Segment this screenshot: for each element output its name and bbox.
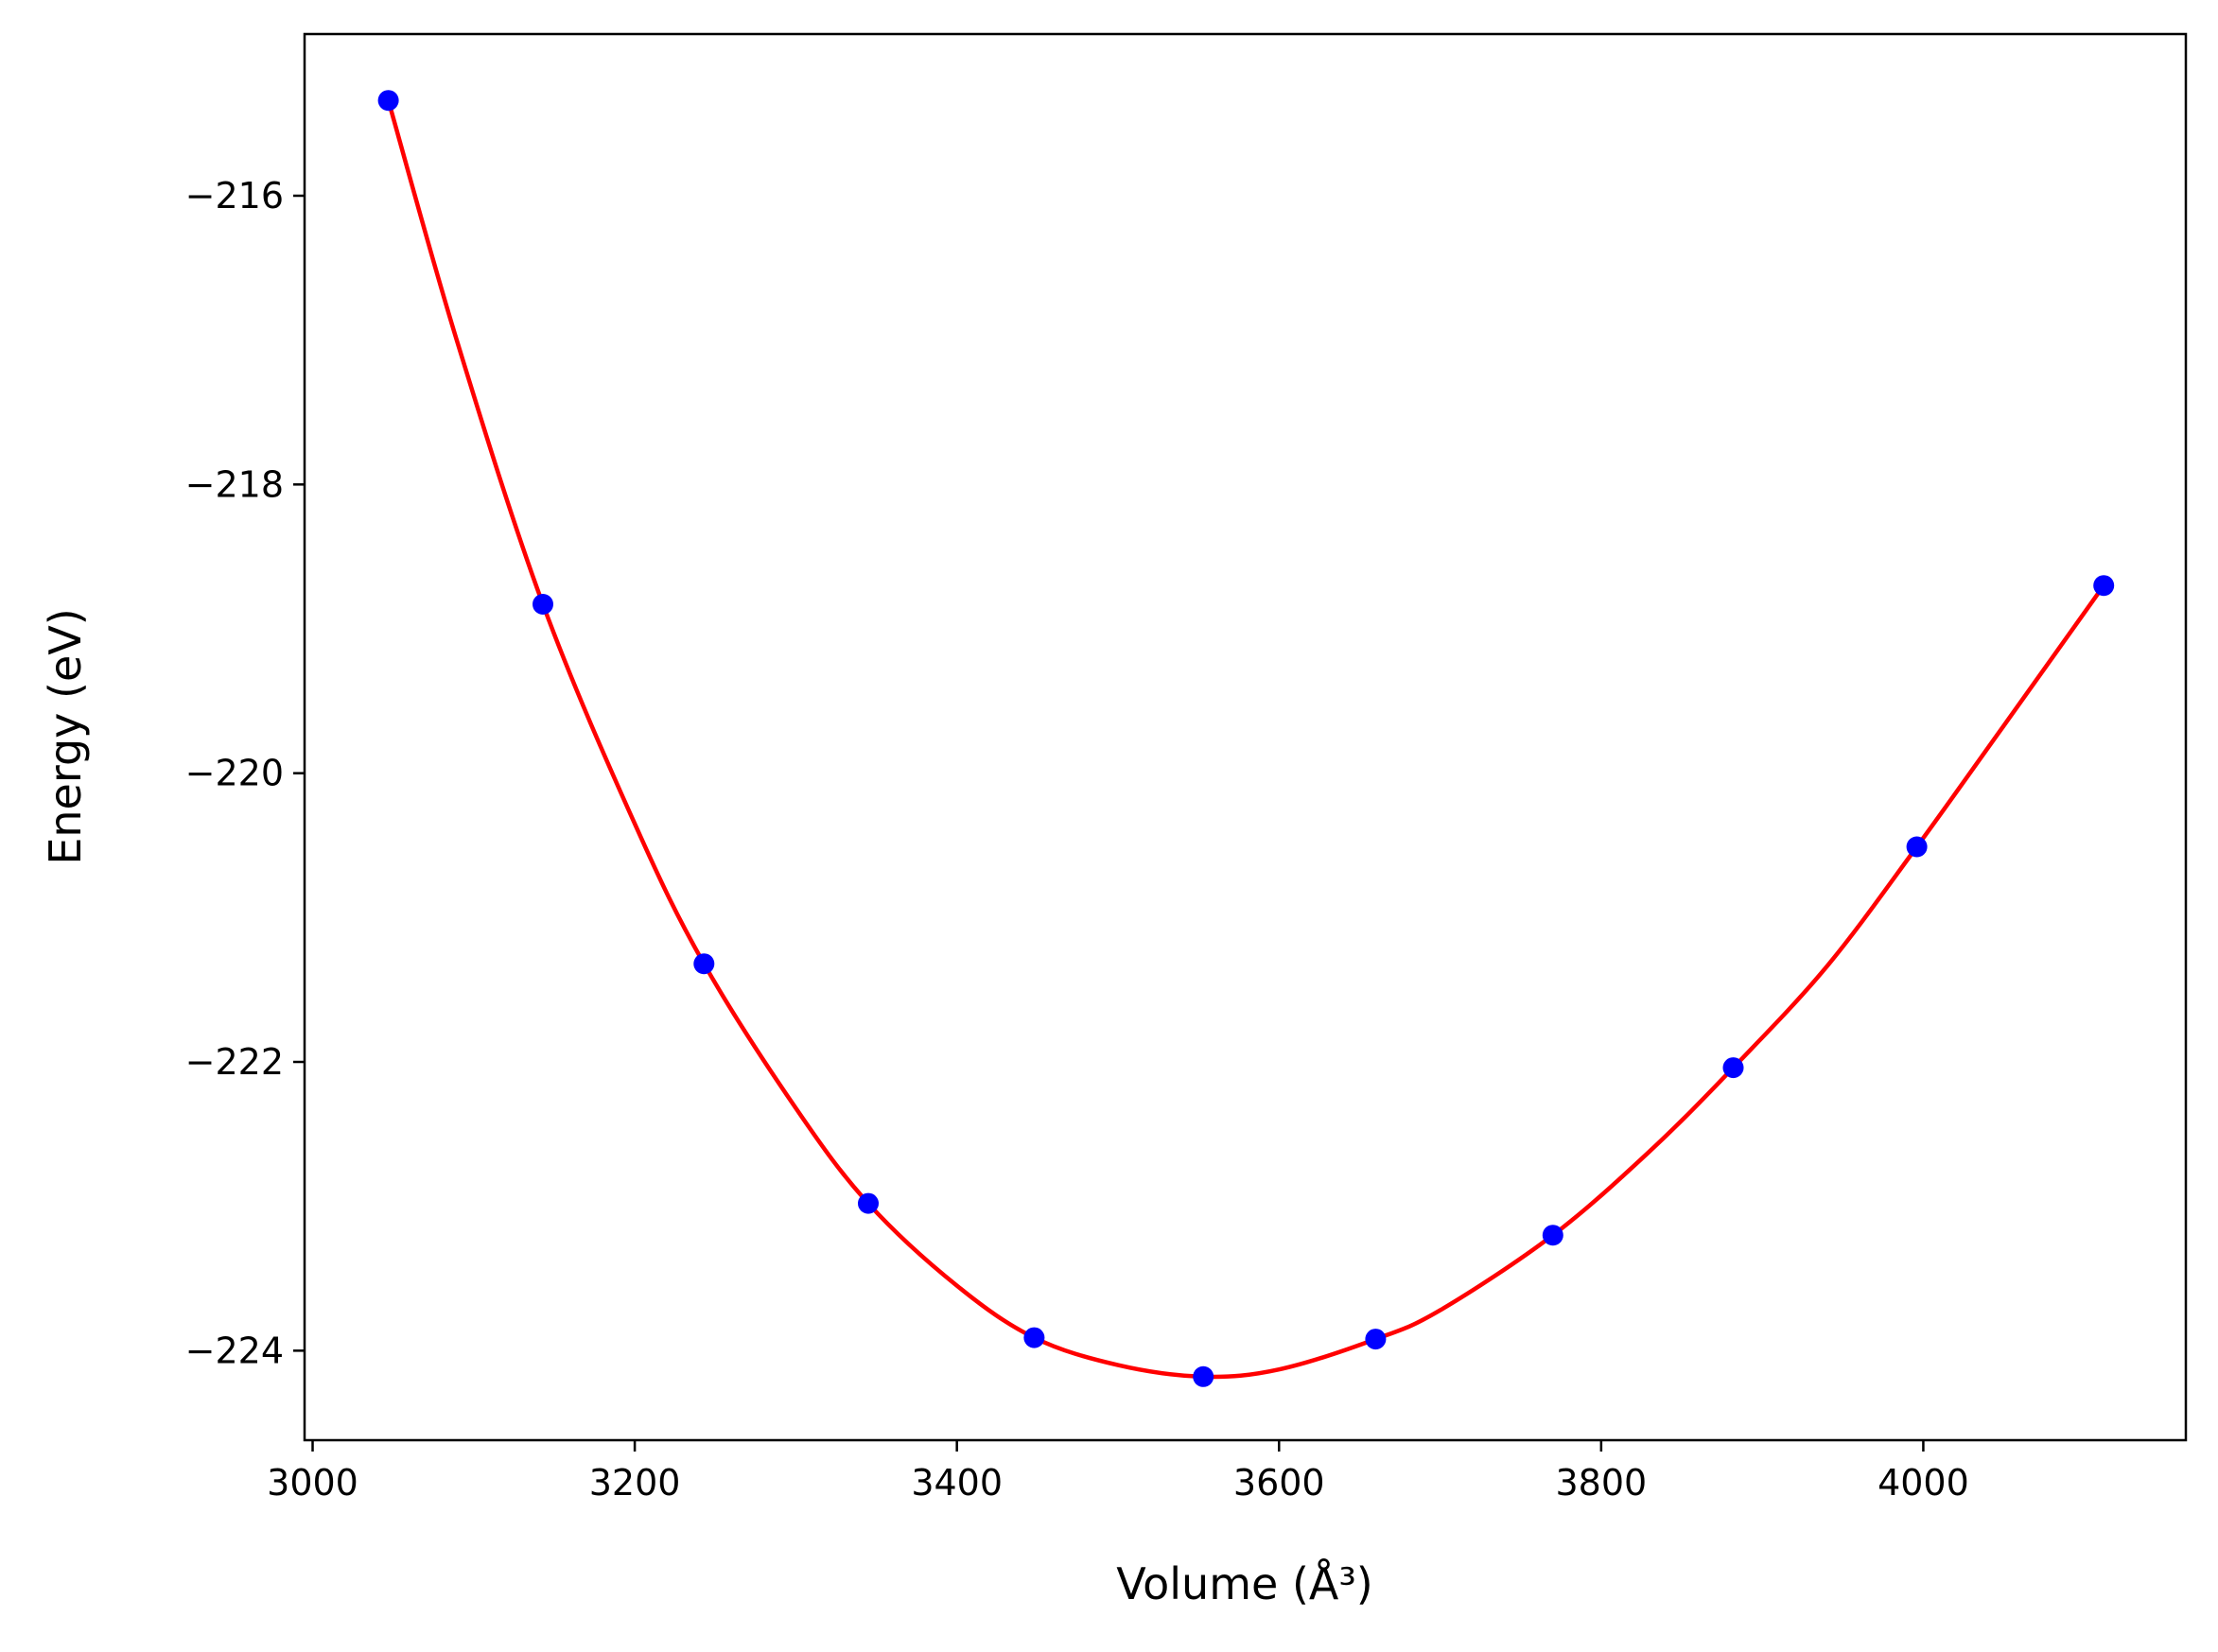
fit-curve-line — [386, 99, 2106, 1380]
plot-frame — [303, 32, 2188, 1442]
y-axis-label: Energy (eV) — [40, 608, 91, 864]
data-point — [693, 953, 715, 975]
data-point — [858, 1192, 879, 1214]
y-tick-label: −218 — [185, 463, 284, 505]
data-point — [1906, 836, 1928, 858]
data-point — [1722, 1057, 1744, 1079]
data-point — [1365, 1329, 1387, 1350]
x-tick-label: 4000 — [1877, 1462, 1969, 1504]
series-layer — [377, 90, 2115, 1387]
data-point — [2093, 575, 2115, 597]
x-tick-label: 3800 — [1555, 1462, 1647, 1504]
y-tick-label: −224 — [185, 1330, 284, 1371]
x-axis-label: Volume (Å³) — [1116, 1558, 1373, 1609]
data-point — [377, 90, 399, 112]
y-tick-label: −222 — [185, 1041, 284, 1083]
y-axis-ticks: −216 −218 −220 −222 −224 — [185, 175, 305, 1371]
data-point — [533, 594, 553, 615]
y-tick-label: −220 — [185, 753, 284, 794]
data-point — [1023, 1327, 1045, 1348]
x-tick-label: 3600 — [1233, 1462, 1325, 1504]
x-tick-label: 3200 — [589, 1462, 681, 1504]
data-point — [1542, 1225, 1563, 1246]
data-point — [1193, 1365, 1214, 1387]
x-tick-label: 3400 — [911, 1462, 1003, 1504]
x-tick-label: 3000 — [267, 1462, 358, 1504]
x-axis-ticks: 3000 3200 3400 3600 3800 4000 — [267, 1440, 1969, 1504]
y-tick-label: −216 — [185, 175, 284, 217]
